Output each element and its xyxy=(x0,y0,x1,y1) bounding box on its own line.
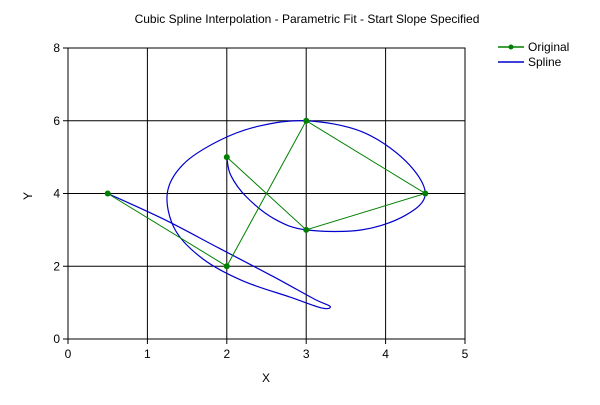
x-tick-label-1: 1 xyxy=(144,347,151,361)
plot-frame xyxy=(67,47,466,340)
y-tick-label-1: 2 xyxy=(53,259,60,273)
x-tick-label-0: 0 xyxy=(65,347,72,361)
y-axis-label: Y xyxy=(21,192,35,200)
x-tick-labels: 0 1 2 3 4 5 xyxy=(65,347,469,361)
x-tick-label-3: 3 xyxy=(303,347,310,361)
y-tick-label-4: 8 xyxy=(53,41,60,55)
x-tick-label-5: 5 xyxy=(462,347,469,361)
y-tick-label-3: 6 xyxy=(53,114,60,128)
spline-curve xyxy=(107,119,426,310)
legend-label-spline: Spline xyxy=(528,55,562,69)
original-point-1 xyxy=(223,263,230,270)
grid xyxy=(63,47,466,344)
original-point-2 xyxy=(303,117,310,124)
x-tick-label-4: 4 xyxy=(382,347,389,361)
chart-title: Cubic Spline Interpolation - Parametric … xyxy=(135,12,480,26)
legend-label-original: Original xyxy=(528,40,569,54)
legend: Original Spline xyxy=(498,40,569,69)
y-tick-label-2: 4 xyxy=(53,187,60,201)
original-point-4 xyxy=(303,226,310,233)
original-point-0 xyxy=(104,190,111,197)
y-tick-label-0: 0 xyxy=(53,332,60,346)
y-tick-labels: 0 2 4 6 8 xyxy=(53,41,60,346)
series-layer xyxy=(104,117,429,310)
legend-marker-original xyxy=(508,44,514,50)
original-point-3 xyxy=(422,190,429,197)
x-tick-label-2: 2 xyxy=(223,347,230,361)
original-point-5 xyxy=(223,154,230,161)
original-line xyxy=(107,120,427,267)
x-axis-label: X xyxy=(262,371,270,385)
